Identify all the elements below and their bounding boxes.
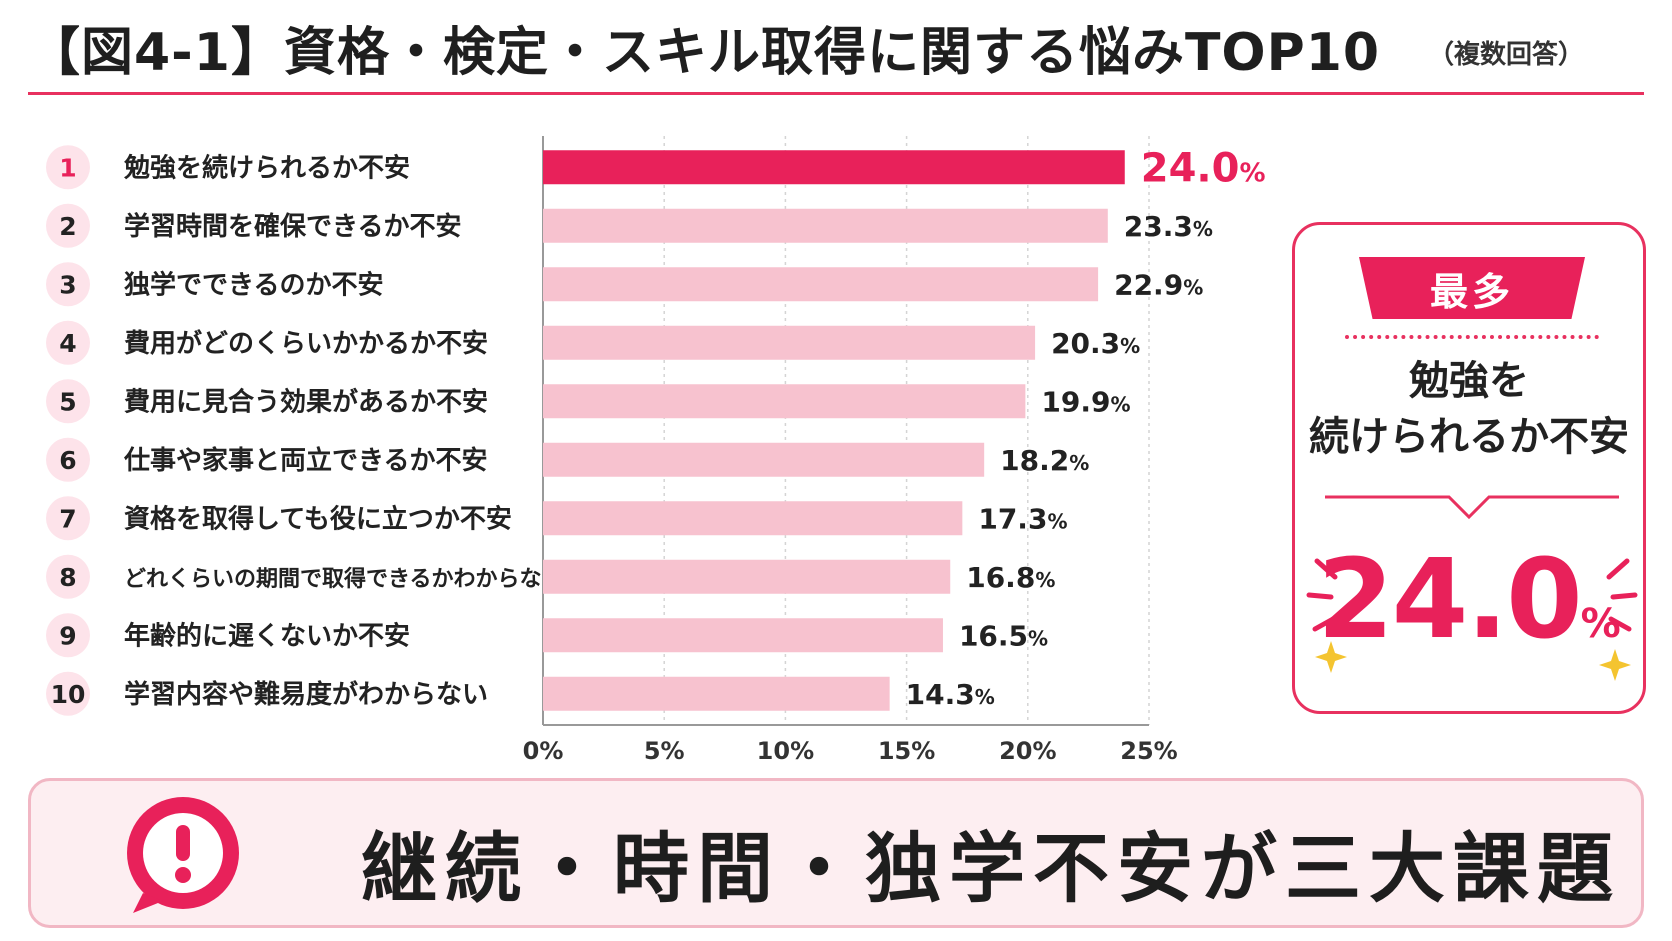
bar	[543, 676, 890, 711]
summary-text: 継続・時間・独学不安が三大課題	[361, 824, 1621, 913]
x-tick-label: 15%	[878, 737, 935, 760]
data-label-unit: %	[1035, 568, 1055, 592]
x-tick-label: 5%	[644, 737, 685, 760]
bar	[543, 559, 951, 594]
rank-number: 3	[59, 270, 76, 299]
title-divider	[28, 92, 1644, 95]
sparkle-lines-icon	[1306, 558, 1638, 681]
multiple-answer-note: （複数回答）	[1427, 40, 1584, 70]
data-label-unit: %	[1069, 451, 1089, 475]
data-label-unit: %	[1047, 509, 1067, 533]
rank-number: 10	[51, 680, 86, 709]
data-label: 23.3%	[1124, 210, 1213, 243]
rank-badge	[46, 262, 90, 307]
bar-chart: 0% 5% 10% 15% 20% 25% 1 勉強を続けられるか不安 24.0% 2 学習時間を確…	[46, 136, 1266, 760]
category-label: 仕事や家事と両立できるか不安	[123, 445, 487, 476]
bar	[543, 267, 1099, 302]
rank-number: 4	[59, 329, 76, 358]
data-label-unit: %	[1239, 158, 1265, 188]
chart-title: 【図4-1】資格・検定・スキル取得に関する悩みTOP10	[28, 23, 1381, 83]
data-label: 17.3%	[978, 502, 1067, 535]
sparkle-star-icon	[1315, 641, 1347, 673]
rank-number: 6	[59, 446, 76, 475]
data-label-unit: %	[1120, 334, 1140, 358]
callout-value-number: 24.0	[1317, 535, 1582, 663]
bar	[543, 618, 943, 653]
rank-badge	[46, 554, 90, 599]
data-label: 20.3%	[1051, 327, 1140, 360]
bar	[543, 501, 963, 536]
callout-dotted-divider	[1345, 335, 1599, 339]
x-tick-label: 10%	[757, 737, 814, 760]
data-label-unit: %	[1183, 275, 1203, 299]
callout-ribbon: 最多	[1359, 257, 1585, 319]
callout-pointer	[1325, 495, 1619, 520]
data-label-unit: %	[1110, 392, 1130, 416]
category-label: 独学でできるのか不安	[124, 269, 383, 300]
rank-number: 8	[59, 563, 76, 592]
rank-badge	[46, 379, 90, 424]
data-label: 18.2%	[1000, 444, 1089, 477]
x-tick-label: 0%	[523, 737, 564, 760]
top-answer-callout: 最多 勉強を 続けられるか不安 24.0%	[1292, 222, 1646, 714]
data-label: 22.9%	[1114, 268, 1203, 301]
rank-badge	[46, 496, 90, 541]
exclamation-bubble-icon	[127, 797, 239, 913]
rank-number: 7	[59, 504, 76, 533]
rank-number: 1	[59, 153, 76, 182]
callout-value: 24.0%	[1295, 535, 1643, 663]
rank-badge	[46, 437, 90, 482]
summary-banner: 継続・時間・独学不安が三大課題	[28, 778, 1644, 928]
category-label: 勉強を続けられるか不安	[123, 152, 410, 183]
category-label: 年齢的に遅くないか不安	[124, 620, 410, 651]
data-label-unit: %	[1193, 217, 1213, 241]
rank-badge	[46, 203, 90, 248]
rank-badge	[46, 613, 90, 658]
callout-answer-text: 勉強を 続けられるか不安	[1309, 358, 1629, 460]
data-label: 19.9%	[1041, 385, 1130, 418]
data-label: 16.5%	[959, 619, 1048, 652]
category-label: 費用がどのくらいかかるか不安	[124, 328, 488, 359]
category-label: 費用に見合う効果があるか不安	[124, 386, 488, 417]
data-label-unit: %	[1028, 626, 1048, 650]
rank-number: 9	[59, 621, 76, 650]
x-tick-label: 25%	[1120, 737, 1177, 760]
callout-value-unit: %	[1580, 601, 1621, 647]
data-label: 24.0%	[1141, 145, 1266, 191]
x-tick-label: 20%	[999, 737, 1056, 760]
rank-badge	[46, 320, 90, 365]
bar	[543, 384, 1026, 419]
category-label: どれくらいの期間で取得できるかわからない	[124, 566, 564, 592]
rank-badge	[46, 145, 90, 190]
data-label: 16.8%	[966, 561, 1055, 594]
data-label: 14.3%	[906, 678, 995, 711]
bar	[543, 442, 985, 477]
data-label-unit: %	[975, 685, 995, 709]
category-label: 資格を取得しても役に立つか不安	[124, 503, 512, 534]
rank-badge	[46, 671, 90, 716]
rank-number: 2	[59, 212, 76, 241]
category-label: 学習時間を確保できるか不安	[124, 211, 461, 242]
category-label: 学習内容や難易度がわからない	[124, 679, 488, 710]
bar	[543, 150, 1125, 185]
rank-number: 5	[59, 387, 76, 416]
sparkle-star-icon	[1599, 649, 1631, 681]
bar	[543, 325, 1036, 360]
bar	[543, 208, 1108, 243]
